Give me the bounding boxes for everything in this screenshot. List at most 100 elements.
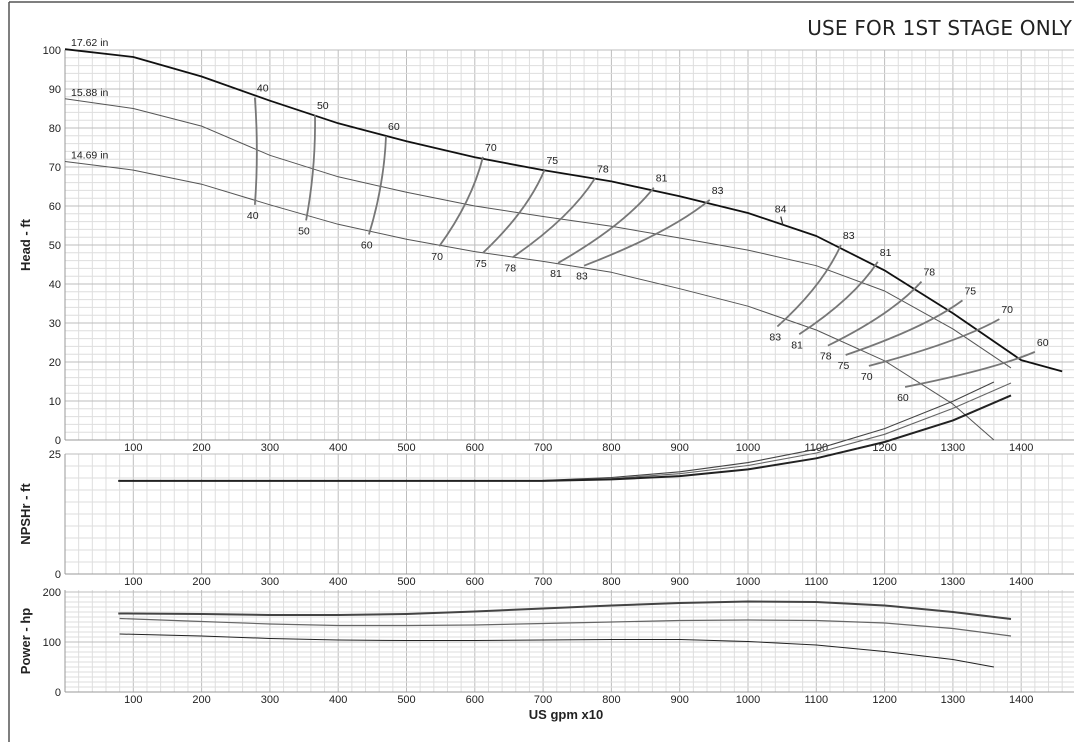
head-x-tick-label: 500: [397, 442, 415, 454]
npshr-y-tick-label: 0: [55, 569, 61, 581]
power-x-axis-label: US gpm x10: [529, 707, 603, 722]
npshr-x-tick-label: 1200: [872, 576, 896, 588]
head-x-tick-label: 600: [466, 442, 484, 454]
bep-label: 84: [775, 204, 787, 216]
npshr-x-tick-label: 1300: [941, 576, 965, 588]
bep-marker: [780, 216, 784, 225]
power-x-tick-label: 800: [602, 694, 620, 706]
head-y-tick-label: 30: [49, 318, 61, 330]
power-x-tick-label: 700: [534, 694, 552, 706]
head-x-tick-label: 300: [261, 442, 279, 454]
efficiency-label-bottom: 75: [838, 360, 850, 372]
head-x-tick-label: 200: [192, 442, 210, 454]
efficiency-label-bottom: 70: [861, 371, 873, 383]
efficiency-label-bottom: 78: [820, 351, 832, 363]
head-y-tick-label: 40: [49, 279, 61, 291]
efficiency-label-top: 40: [257, 83, 269, 95]
power-x-tick-label: 100: [124, 694, 142, 706]
efficiency-label-top: 81: [656, 173, 668, 185]
efficiency-label-top: 83: [712, 185, 724, 197]
efficiency-contour: [557, 187, 655, 264]
npshr-x-tick-label: 1400: [1009, 576, 1033, 588]
npshr-x-tick-label: 500: [397, 576, 415, 588]
efficiency-label-top: 83: [843, 230, 855, 242]
efficiency-label-bottom: 81: [791, 339, 803, 351]
head-y-tick-label: 100: [43, 45, 61, 57]
npshr-x-tick-label: 300: [261, 576, 279, 588]
power-x-tick-label: 900: [671, 694, 689, 706]
power-series-line: [119, 633, 994, 668]
power-x-tick-label: 1400: [1009, 694, 1033, 706]
npshr-series-line: [118, 394, 1012, 482]
power-x-tick-label: 500: [397, 694, 415, 706]
efficiency-contour: [511, 177, 596, 259]
head-series-line: [64, 161, 995, 441]
stage-note: USE FOR 1ST STAGE ONLY: [807, 16, 1072, 40]
head-panel: 100 200 300 400 500 600 700 800 900 1000 1100 1200 1…: [18, 37, 1074, 454]
efficiency-label-bottom: 40: [247, 210, 259, 222]
efficiency-contour: [253, 97, 258, 205]
efficiency-label-top: 60: [388, 121, 400, 133]
efficiency-contour: [368, 136, 387, 235]
efficiency-contour: [798, 261, 879, 336]
head-x-tick-label: 1200: [872, 442, 896, 454]
power-y-tick-label: 100: [43, 637, 61, 649]
power-series-line: [118, 600, 1012, 620]
power-x-tick-label: 1200: [872, 694, 896, 706]
head-x-tick-label: 1100: [804, 442, 828, 454]
npshr-y-tick-label: 25: [49, 449, 61, 461]
efficiency-contour: [845, 299, 963, 356]
efficiency-contour: [868, 318, 1000, 367]
head-x-tick-label: 800: [602, 442, 620, 454]
power-grid: [64, 590, 1074, 693]
head-y-tick-label: 60: [49, 201, 61, 213]
head-y-tick-label: 50: [49, 240, 61, 252]
power-x-tick-label: 1300: [941, 694, 965, 706]
npshr-x-tick-label: 200: [192, 576, 210, 588]
efficiency-contour: [776, 244, 842, 328]
power-x-tick-label: 300: [261, 694, 279, 706]
efficiency-contour: [827, 281, 923, 347]
efficiency-contour: [305, 115, 316, 221]
efficiency-label-top: 70: [485, 142, 497, 154]
head-x-tick-label: 1000: [736, 442, 760, 454]
power-x-tick-label: 400: [329, 694, 347, 706]
npshr-grid: [64, 453, 1074, 575]
efficiency-contour: [904, 351, 1036, 388]
head-y-tick-label: 90: [49, 84, 61, 96]
efficiency-label-bottom: 81: [550, 268, 562, 280]
efficiency-contour: [482, 169, 546, 254]
efficiency-contour: [438, 156, 484, 247]
power-y-axis-label: Power - hp: [18, 608, 33, 675]
npshr-y-axis-label: NPSHr - ft: [18, 483, 33, 545]
power-x-tick-label: 600: [466, 694, 484, 706]
head-grid: [64, 49, 1074, 441]
power-x-tick-label: 200: [192, 694, 210, 706]
efficiency-label-top: 78: [923, 267, 935, 279]
efficiency-label-top: 78: [597, 163, 609, 175]
power-x-tick-label: 1000: [736, 694, 760, 706]
npshr-x-tick-label: 100: [124, 576, 142, 588]
head-series-label: 14.69 in: [71, 150, 109, 162]
head-y-tick-label: 80: [49, 123, 61, 135]
head-x-tick-label: 400: [329, 442, 347, 454]
head-x-tick-label: 100: [124, 442, 142, 454]
power-y-tick-label: 200: [43, 587, 61, 599]
head-series-label: 15.88 in: [71, 87, 109, 99]
power-series-line: [119, 617, 1012, 637]
efficiency-label-bottom: 60: [361, 239, 373, 251]
head-series-label: 17.62 in: [71, 37, 109, 49]
efficiency-label-bottom: 78: [504, 262, 516, 274]
head-y-tick-label: 70: [49, 162, 61, 174]
head-y-tick-label: 0: [55, 435, 61, 447]
npshr-x-tick-label: 400: [329, 576, 347, 588]
efficiency-label-top: 75: [546, 155, 558, 167]
efficiency-label-top: 50: [317, 100, 329, 112]
efficiency-contour: [583, 199, 711, 267]
npshr-x-tick-label: 1000: [736, 576, 760, 588]
efficiency-label-bottom: 50: [298, 225, 310, 237]
head-y-tick-label: 20: [49, 357, 61, 369]
npshr-panel: 100 200 300 400 500 600 700 800 900 1000 1100 1200 1…: [18, 381, 1074, 588]
npshr-x-tick-label: 1100: [804, 576, 828, 588]
